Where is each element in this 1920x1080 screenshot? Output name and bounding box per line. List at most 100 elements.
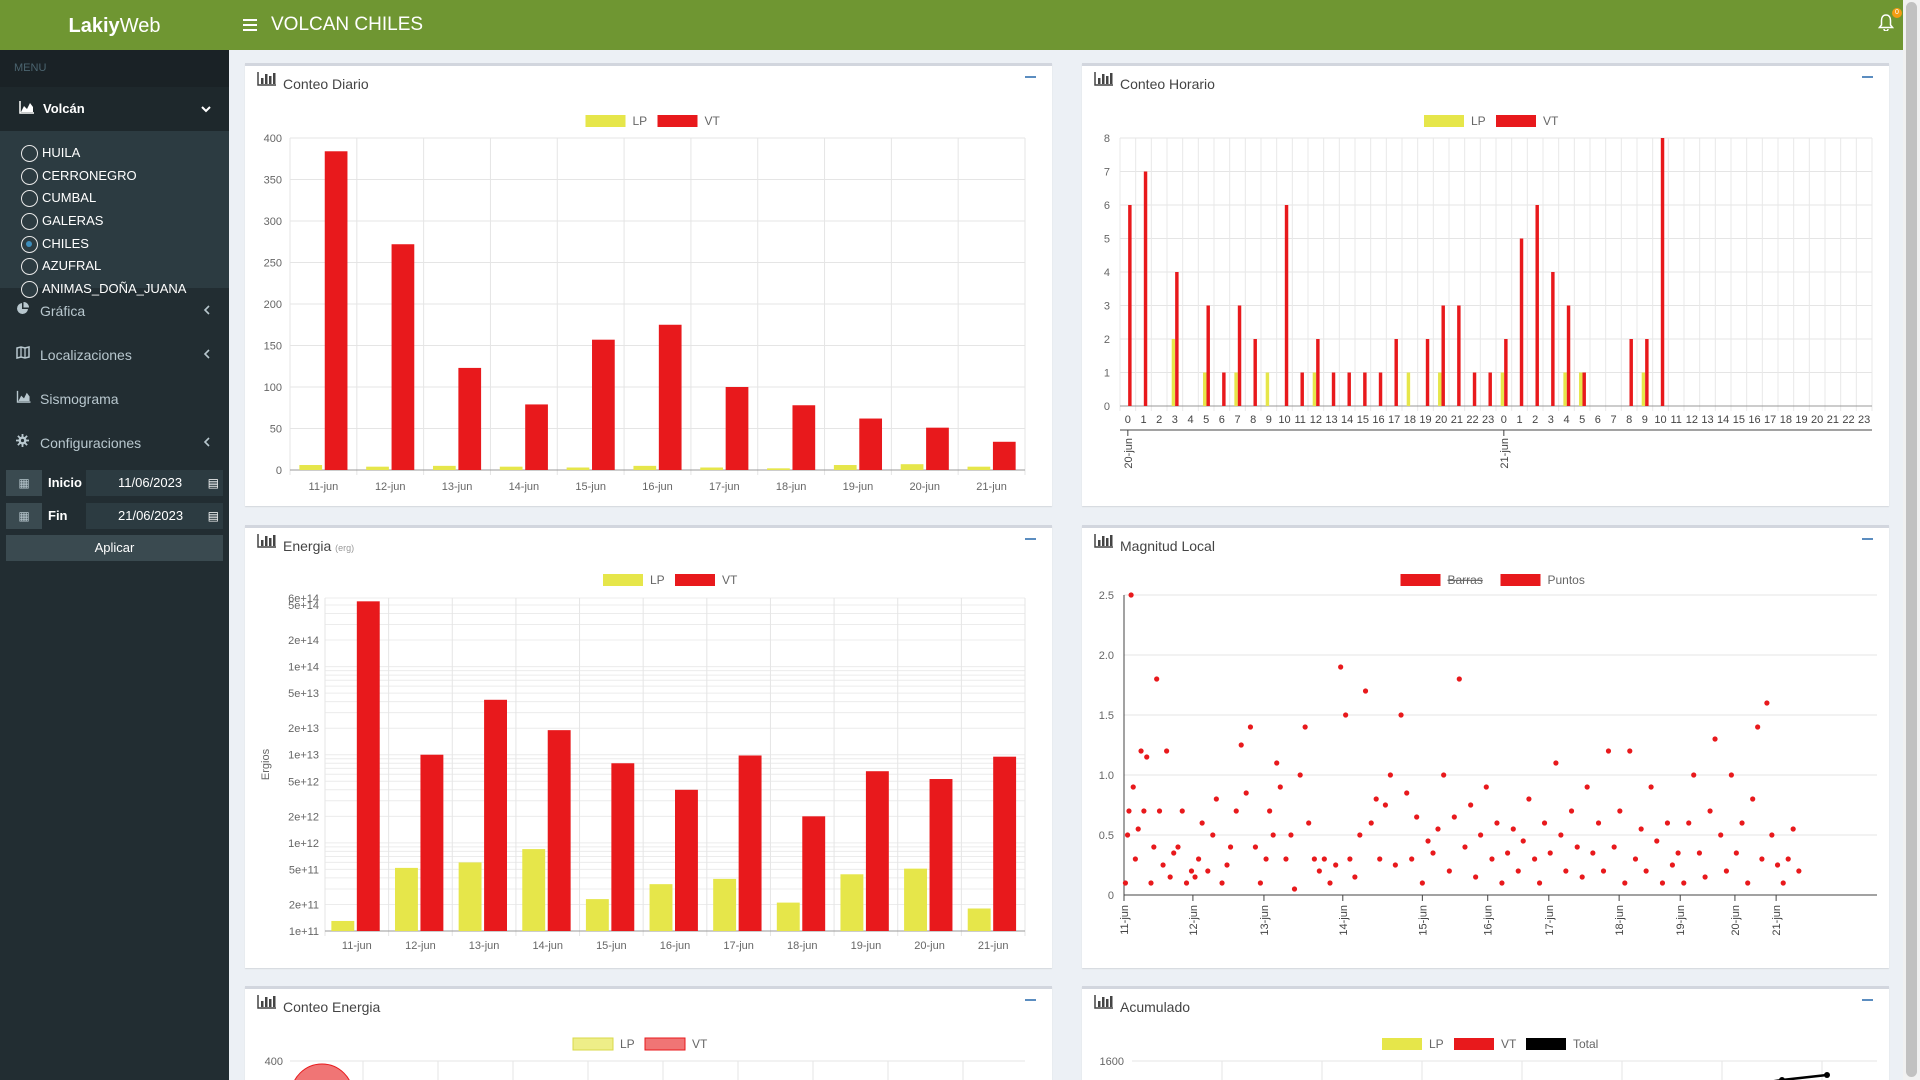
bar-vt — [1206, 305, 1210, 406]
bar-vt — [1347, 372, 1351, 406]
map-icon — [16, 333, 30, 377]
scatter-point — [1306, 820, 1312, 826]
nav-item-label: Gráfica — [40, 303, 86, 319]
scatter-point — [1277, 784, 1283, 790]
volcan-option-chiles[interactable]: CHILES — [20, 233, 89, 255]
menu-header: MENU — [0, 50, 229, 87]
volcan-option-galeras[interactable]: GALERAS — [20, 210, 103, 232]
radio-button[interactable] — [21, 258, 38, 275]
bubble-point — [294, 1063, 350, 1080]
nav-item-sismograma[interactable]: Sismograma — [0, 377, 229, 421]
collapse-button[interactable] — [1025, 538, 1036, 540]
radio-button[interactable] — [21, 281, 38, 298]
scatter-point — [1333, 862, 1339, 868]
legend-label: LP — [650, 573, 665, 587]
bar-vt — [356, 601, 380, 931]
volcan-option-animas-dona-juana[interactable]: ANIMAS_DOÑA_JUANA — [20, 278, 186, 300]
radio-button[interactable] — [21, 168, 38, 185]
legend-label: VT — [1501, 1037, 1517, 1051]
bar-lp — [1563, 372, 1567, 406]
collapse-button[interactable] — [1862, 999, 1873, 1001]
panel-title: Conteo Horario — [1094, 72, 1215, 96]
volcan-option-cumbal[interactable]: CUMBAL — [20, 187, 96, 209]
scatter-point — [1419, 880, 1425, 886]
volcan-option-cerronegro[interactable]: CERRONEGRO — [20, 165, 137, 187]
scatter-point — [1531, 856, 1538, 862]
scatter-point — [1213, 796, 1219, 802]
fin-date-input[interactable]: 21/06/2023 ▤ — [86, 503, 223, 529]
nav-item-configuraciones[interactable]: Configuraciones — [0, 421, 229, 465]
nav-item-localizaciones[interactable]: Localizaciones — [0, 333, 229, 377]
scatter-point — [1643, 868, 1649, 874]
bar-lp — [566, 467, 590, 470]
y-tick-label: 2.0 — [1099, 650, 1114, 662]
scatter-point — [1219, 880, 1225, 886]
scrollbar-thumb[interactable] — [1906, 2, 1917, 1077]
bar-vt — [1378, 372, 1383, 406]
bar-vt — [1425, 339, 1430, 406]
scatter-point — [1126, 808, 1132, 814]
y-tick-label: 350 — [264, 175, 282, 187]
x-tick-label: 7 — [1610, 414, 1616, 426]
scatter-point — [1456, 676, 1462, 682]
x-tick-label: 11-jun — [1119, 905, 1131, 935]
x-tick-label: 21-jun — [978, 940, 1009, 952]
pie-chart-icon — [16, 289, 29, 333]
x-tick-label: 20 — [1811, 414, 1823, 426]
radio-button[interactable] — [21, 190, 38, 207]
x-tick-label: 1 — [1140, 414, 1146, 426]
x-tick-label: 19-jun — [851, 940, 882, 952]
collapse-button[interactable] — [1862, 76, 1873, 78]
y-tick-label: 5e+12 — [288, 776, 319, 788]
volcan-option-azufral[interactable]: AZUFRAL — [20, 255, 101, 277]
nav-item-label: Configuraciones — [40, 435, 142, 451]
scatter-point — [1368, 820, 1374, 826]
scatter-point — [1283, 856, 1289, 862]
radio-button[interactable] — [21, 145, 38, 162]
scatter-point — [1192, 874, 1198, 880]
apply-button[interactable]: Aplicar — [6, 535, 223, 561]
y-tick-label: 2 — [1104, 334, 1110, 346]
calendar-picker-icon[interactable]: ▤ — [207, 509, 219, 523]
nav-item-grafica[interactable]: Gráfica — [0, 289, 229, 333]
scatter-point — [1462, 844, 1468, 850]
hamburger-menu-icon[interactable] — [243, 0, 257, 50]
panel-conteo-horario: Conteo Horario LP VT 0 1 2 3 4 5 6 7 8 0 1 2 3 4 5 6 7 8 9 10… — [1082, 63, 1889, 506]
scatter-point — [1141, 808, 1147, 814]
collapse-button[interactable] — [1025, 76, 1036, 78]
x-tick-label: 12-jun — [405, 940, 436, 952]
legend-swatch — [644, 1037, 686, 1051]
legend-swatch — [1424, 115, 1464, 127]
scatter-point — [1243, 790, 1249, 796]
bar-vt — [1331, 372, 1336, 406]
inicio-date-input[interactable]: 11/06/2023 ▤ — [86, 470, 223, 496]
panel-energia: Energia (erg) LP VT 1e+11 2e+11 5e+11 1e+12 2e… — [245, 525, 1052, 968]
x-tick-label: 9 — [1266, 414, 1272, 426]
y-tick-label: 5 — [1104, 234, 1110, 246]
bar-lp — [395, 867, 418, 931]
sidebar: LakiyWeb MENU Volcán HUILA CERRONEGRO CU… — [0, 0, 229, 1080]
collapse-button[interactable] — [1025, 999, 1036, 1001]
brand-logo[interactable]: LakiyWeb — [0, 0, 229, 50]
legend-swatch — [675, 574, 715, 586]
scatter-point — [1252, 844, 1259, 850]
scatter-point — [1489, 856, 1495, 862]
x-tick-label: 23 — [1482, 414, 1494, 426]
radio-button-checked[interactable] — [21, 236, 38, 253]
scatter-point — [1387, 772, 1393, 778]
scatter-point — [1227, 844, 1234, 850]
volcan-option-huila[interactable]: HUILA — [20, 142, 80, 164]
fin-label: Fin — [48, 508, 68, 523]
volcan-menu-toggle[interactable]: Volcán — [0, 87, 229, 131]
bar-lp — [904, 868, 927, 931]
bell-icon[interactable]: 0 — [1877, 8, 1902, 34]
collapse-button[interactable] — [1862, 538, 1873, 540]
bar-vt — [1566, 305, 1571, 406]
line-point — [1824, 1072, 1830, 1078]
radio-button[interactable] — [21, 213, 38, 230]
calendar-picker-icon[interactable]: ▤ — [207, 476, 219, 490]
page-scrollbar[interactable] — [1903, 0, 1920, 1080]
scatter-point — [1188, 868, 1195, 874]
bar-lp — [649, 884, 673, 931]
x-tick-label: 20-jun — [909, 481, 940, 493]
